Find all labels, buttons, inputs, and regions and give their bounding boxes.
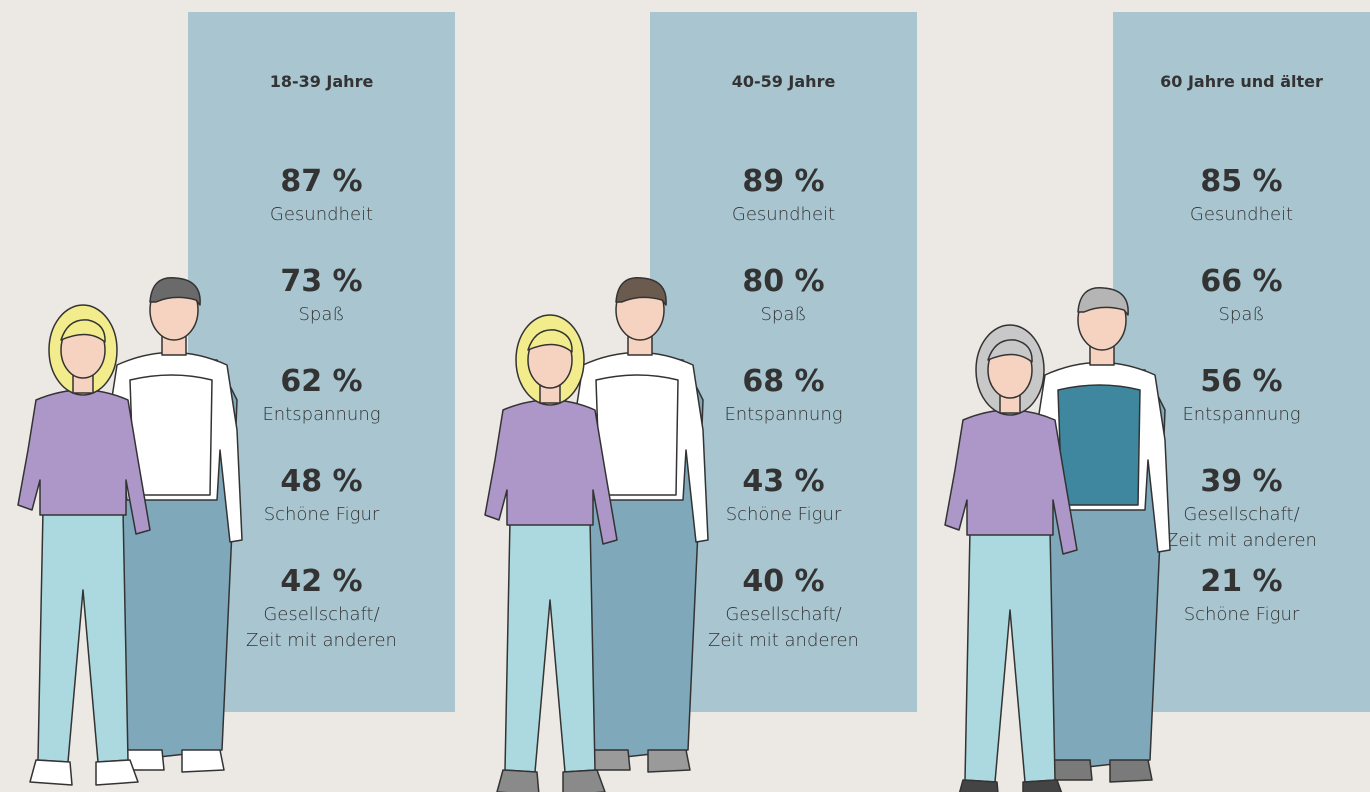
item-value: 56 %	[1200, 364, 1283, 399]
item-value: 21 %	[1200, 564, 1283, 599]
item-label: Schöne Figur	[263, 504, 380, 525]
item: 73 % Spaß	[188, 262, 455, 362]
items: 85 % Gesundheit 66 % Spaß 56 % Entspannung 39 …	[1113, 162, 1370, 662]
item-value: 80 %	[742, 264, 825, 299]
person	[484, 314, 618, 792]
item: 68 % Entspannung	[650, 362, 917, 462]
item: 42 % Gesellschaft/ Zeit mit anderen	[188, 562, 455, 662]
item-label: Spaß	[298, 304, 345, 325]
item-value: 85 %	[1200, 164, 1283, 199]
panel: 60 Jahre und älter 85 % Gesundheit 66 % Spa…	[1113, 12, 1370, 712]
item-label: Spaß	[1218, 304, 1265, 325]
item-value: 89 %	[742, 164, 825, 199]
item-value: 42 %	[280, 564, 363, 599]
panel-title: 40-59 Jahre	[731, 72, 836, 91]
item: 48 % Schöne Figur	[188, 462, 455, 562]
panel: 18-39 Jahre 87 % Gesundheit 73 % Spaß 62 % En…	[188, 12, 455, 712]
item: 56 % Entspannung	[1113, 362, 1370, 462]
panel-title: 60 Jahre und älter	[1160, 72, 1323, 91]
person	[944, 324, 1078, 792]
item-label: Gesundheit	[1189, 204, 1294, 225]
items: 89 % Gesundheit 80 % Spaß 68 % Entspannung 43 …	[650, 162, 917, 662]
item-label: Spaß	[760, 304, 807, 325]
item-value: 68 %	[742, 364, 825, 399]
item: 87 % Gesundheit	[188, 162, 455, 262]
item: 85 % Gesundheit	[1113, 162, 1370, 262]
panel: 40-59 Jahre 89 % Gesundheit 80 % Spaß 68 % En…	[650, 12, 917, 712]
item-value: 39 %	[1200, 464, 1283, 499]
item-value: 73 %	[280, 264, 363, 299]
item-label: Entspannung	[724, 404, 843, 425]
item-label: Gesellschaft/ Zeit mit anderen	[708, 604, 859, 651]
item-label: Schöne Figur	[1183, 604, 1300, 625]
item: 40 % Gesellschaft/ Zeit mit anderen	[650, 562, 917, 662]
panel-title: 18-39 Jahre	[269, 72, 374, 91]
item-label: Entspannung	[262, 404, 381, 425]
item-value: 43 %	[742, 464, 825, 499]
item: 39 % Gesellschaft/ Zeit mit anderen	[1113, 462, 1370, 562]
item-value: 87 %	[280, 164, 363, 199]
item-label: Gesellschaft/ Zeit mit anderen	[246, 604, 397, 651]
item: 89 % Gesundheit	[650, 162, 917, 262]
person	[17, 304, 151, 786]
items: 87 % Gesundheit 73 % Spaß 62 % Entspannung 48 …	[188, 162, 455, 662]
item: 80 % Spaß	[650, 262, 917, 362]
item: 43 % Schöne Figur	[650, 462, 917, 562]
item-value: 66 %	[1200, 264, 1283, 299]
item: 62 % Entspannung	[188, 362, 455, 462]
item-label: Entspannung	[1182, 404, 1301, 425]
item: 66 % Spaß	[1113, 262, 1370, 362]
item-label: Gesundheit	[269, 204, 374, 225]
item: 21 % Schöne Figur	[1113, 562, 1370, 662]
item-label: Schöne Figur	[725, 504, 842, 525]
item-value: 48 %	[280, 464, 363, 499]
item-value: 40 %	[742, 564, 825, 599]
item-value: 62 %	[280, 364, 363, 399]
item-label: Gesellschaft/ Zeit mit anderen	[1166, 504, 1317, 551]
item-label: Gesundheit	[731, 204, 836, 225]
